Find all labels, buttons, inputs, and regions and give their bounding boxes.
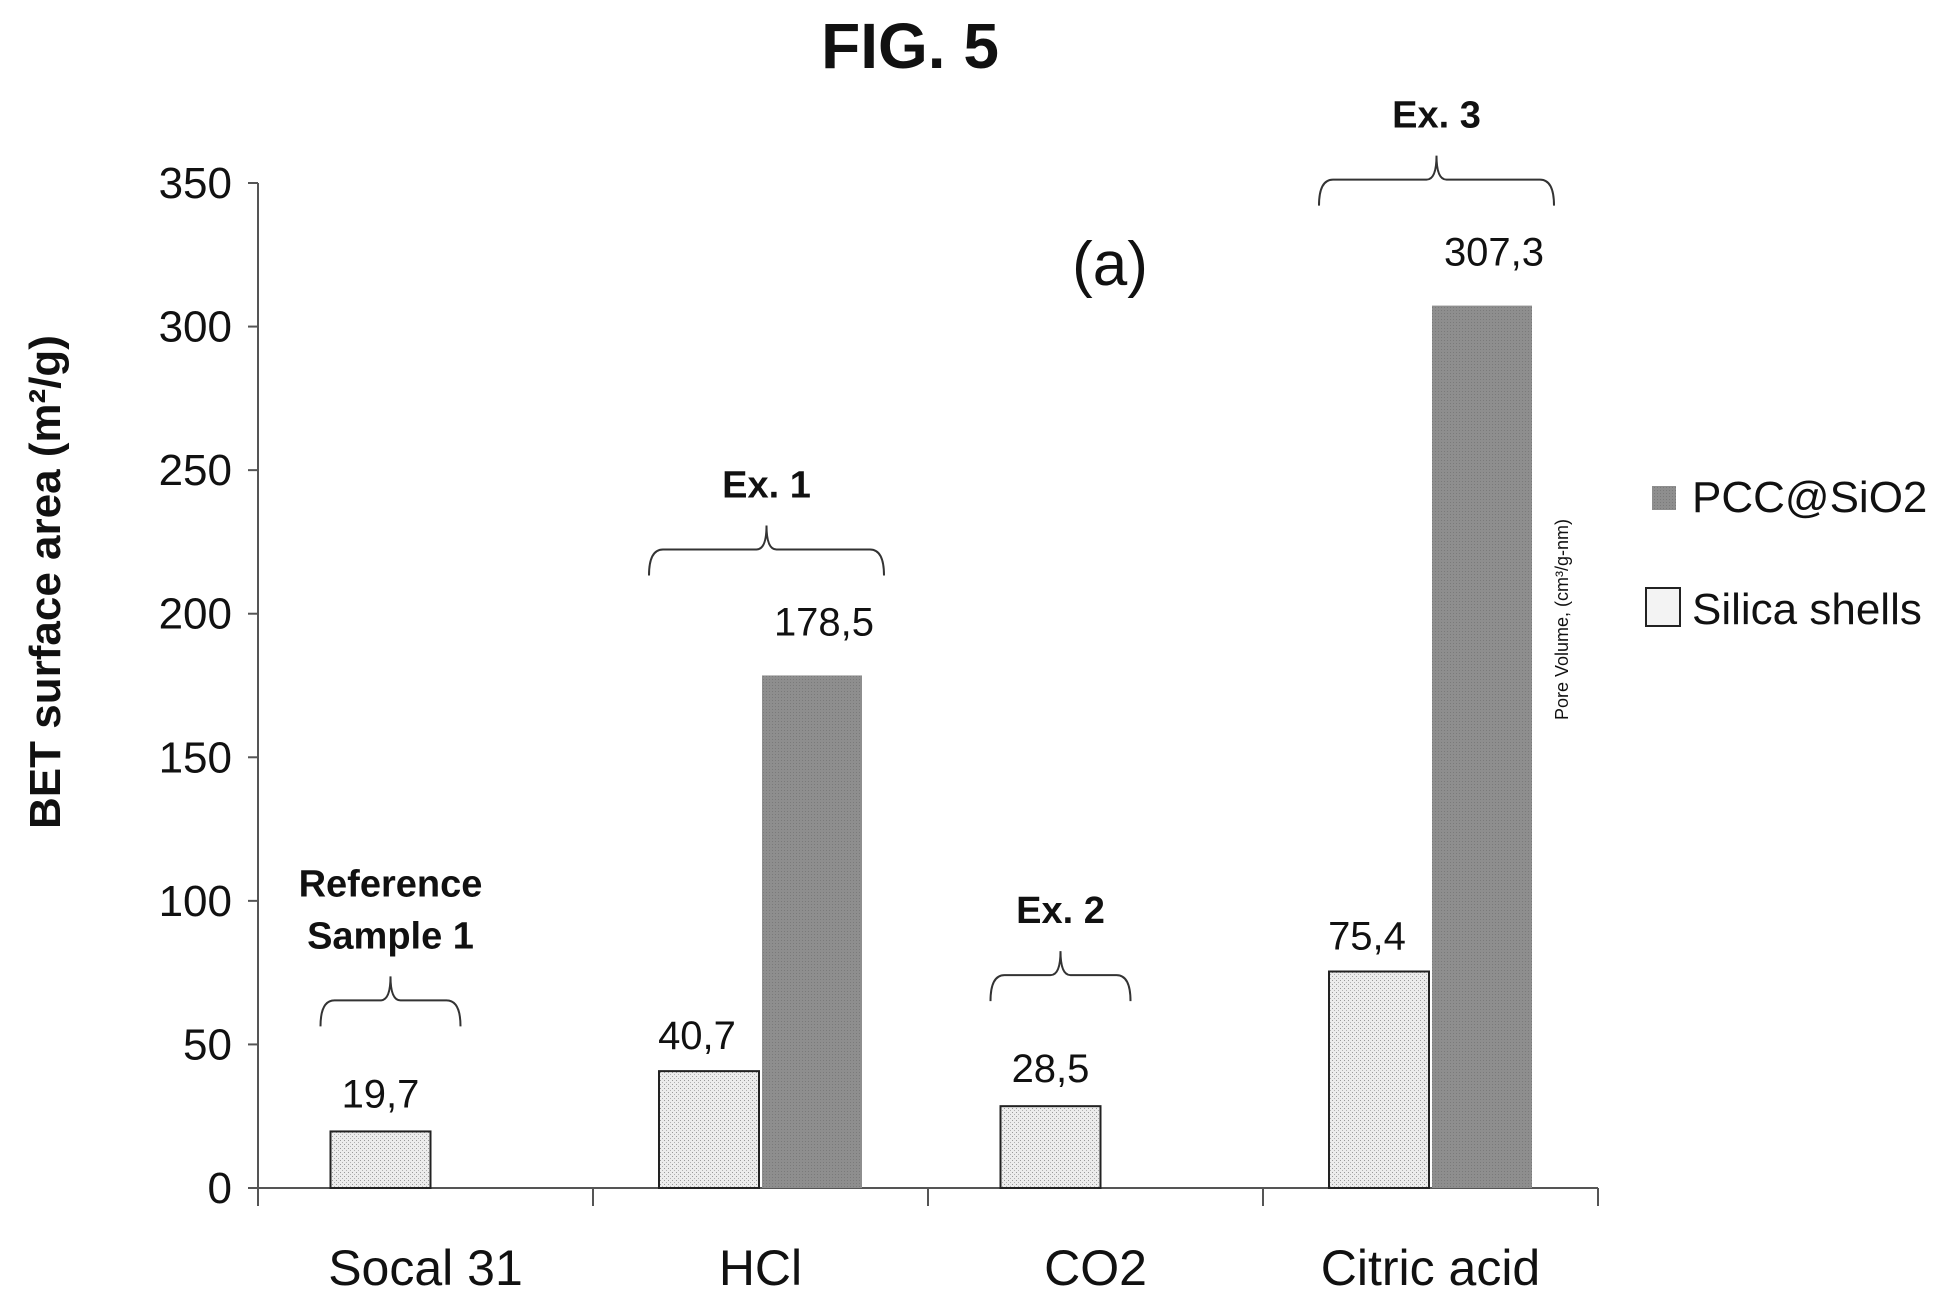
y-tick-label: 100 bbox=[159, 877, 232, 926]
y-tick-label: 150 bbox=[159, 733, 232, 782]
value-label-silica-shells: 28,5 bbox=[1012, 1047, 1090, 1091]
bar-pcc-sio2 bbox=[1432, 305, 1532, 1188]
annotation-label: Reference bbox=[299, 863, 483, 905]
y-tick-label: 300 bbox=[159, 303, 232, 352]
x-category-label: HCl bbox=[719, 1240, 802, 1296]
value-label-silica-shells: 40,7 bbox=[658, 1014, 736, 1058]
y-tick-label: 350 bbox=[159, 159, 232, 208]
legend-label-silica-shells: Silica shells bbox=[1692, 585, 1922, 634]
bar-pcc-sio2 bbox=[762, 675, 862, 1188]
value-label-pcc-sio2: 178,5 bbox=[774, 600, 874, 644]
annotation-brace bbox=[1318, 155, 1555, 206]
annotation-brace bbox=[648, 525, 885, 576]
bar-silica-shells bbox=[658, 1070, 760, 1189]
figure-title: FIG. 5 bbox=[821, 10, 999, 82]
value-label-silica-shells: 75,4 bbox=[1328, 914, 1406, 958]
y-axis: 0 50 100 150 200 250 300 350 bbox=[159, 159, 259, 1213]
annotation-brace bbox=[319, 976, 462, 1027]
annotation-label: Sample 1 bbox=[307, 915, 474, 957]
bars bbox=[329, 305, 1532, 1190]
legend-label-pcc-sio2: PCC@SiO2 bbox=[1692, 473, 1927, 522]
y-axis-label: BET surface area (m²/g) bbox=[21, 335, 70, 829]
y-tick-label: 0 bbox=[208, 1164, 232, 1213]
annotation-label: Ex. 2 bbox=[1016, 890, 1105, 932]
x-axis: Socal 31 HCl CO2 Citric acid bbox=[257, 1187, 1599, 1296]
y-tick-label: 50 bbox=[183, 1020, 232, 1069]
value-label-pcc-sio2: 307,3 bbox=[1444, 231, 1544, 275]
x-category-label: Citric acid bbox=[1321, 1240, 1540, 1296]
value-label-silica-shells: 19,7 bbox=[342, 1072, 420, 1116]
annotation-brace bbox=[989, 951, 1132, 1002]
y-tick-label: 200 bbox=[159, 590, 232, 639]
annotation-label: Ex. 1 bbox=[722, 464, 811, 506]
legend-swatch-silica-shells bbox=[1645, 587, 1681, 627]
annotations: Reference Sample 1 Ex. 1 Ex. 2 Ex. 3 bbox=[299, 95, 1555, 1027]
legend: PCC@SiO2 Silica shells bbox=[1645, 473, 1927, 634]
annotation-label: Ex. 3 bbox=[1392, 95, 1481, 137]
y-tick-label: 250 bbox=[159, 446, 232, 495]
bar-silica-shells bbox=[999, 1105, 1102, 1190]
x-category-label: CO2 bbox=[1044, 1240, 1147, 1296]
legend-swatch-pcc-sio2 bbox=[1652, 486, 1676, 510]
bar-silica-shells bbox=[1328, 970, 1430, 1189]
pore-volume-label: Pore Volume, (cm³/g-nm) bbox=[1552, 519, 1572, 720]
panel-label: (a) bbox=[1072, 230, 1148, 299]
x-category-label: Socal 31 bbox=[328, 1240, 523, 1296]
value-labels: 19,7 40,7 178,5 28,5 75,4 307,3 bbox=[342, 231, 1544, 1117]
bar-silica-shells bbox=[329, 1130, 432, 1190]
